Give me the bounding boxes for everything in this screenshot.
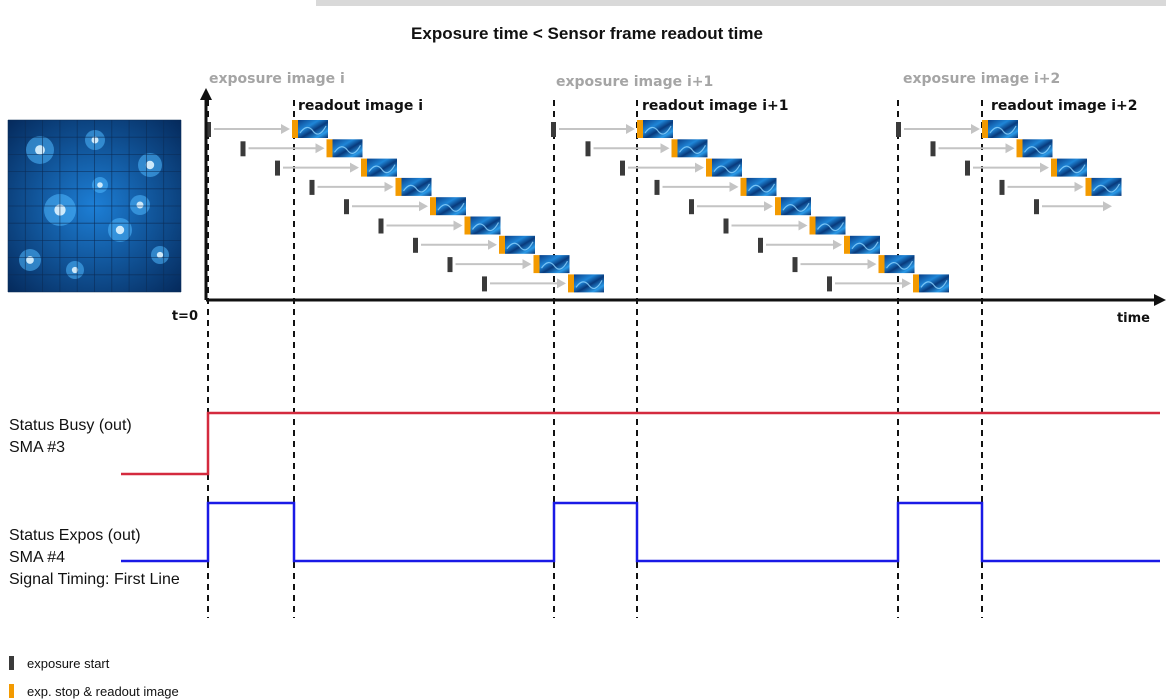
- readout-marker: [844, 235, 850, 254]
- exposure-label-1: exposure image i+1: [556, 74, 713, 90]
- expos-label-line-2: SMA #4: [9, 549, 65, 566]
- expos-signal-trace: [121, 501, 1160, 563]
- exposure-start-marker: [378, 218, 384, 234]
- top-bar: [316, 0, 1166, 6]
- legend-exposure-start-label: exposure start: [27, 656, 110, 671]
- busy-label-line-1: Status Busy (out): [9, 417, 132, 434]
- exposure-label-0: exposure image i: [209, 71, 345, 87]
- readout-marker: [913, 274, 919, 293]
- readout-marker: [395, 177, 402, 196]
- frame-labels: exposure image i readout image i exposure …: [209, 71, 1138, 114]
- exposure-start-marker: [240, 141, 246, 157]
- readout-marker: [775, 197, 781, 216]
- readout-marker: [533, 255, 540, 274]
- exposure-start-marker: [758, 237, 763, 253]
- readout-marker: [706, 158, 712, 177]
- exposure-start-marker: [1034, 199, 1039, 215]
- readout-marker: [637, 120, 643, 138]
- readout-label-0: readout image i: [298, 98, 423, 114]
- busy-signal-label: Status Busy (out) SMA #3: [9, 417, 132, 456]
- readout-marker: [1016, 139, 1023, 158]
- sensor-rows: [206, 120, 1122, 293]
- exposure-start-marker: [309, 179, 315, 195]
- legend-readout-swatch: [9, 684, 14, 698]
- sensor-image-icon: [7, 119, 182, 293]
- readout-marker: [430, 197, 436, 216]
- exposure-start-marker: [413, 237, 418, 253]
- expos-signal-label: Status Expos (out) SMA #4 Signal Timing:…: [9, 527, 180, 588]
- expos-label-line-1: Status Expos (out): [9, 527, 141, 544]
- time-axis: [200, 88, 1166, 306]
- exposure-start-marker: [482, 276, 487, 292]
- legend-exposure-start-swatch: [9, 656, 14, 670]
- time-label: time: [1117, 311, 1150, 326]
- legend: exposure start exp. stop & readout image: [9, 656, 179, 699]
- readout-marker: [740, 177, 747, 196]
- exposure-start-marker: [344, 199, 349, 215]
- readout-marker: [568, 274, 574, 293]
- exposure-start-marker: [792, 257, 798, 273]
- readout-marker: [1085, 177, 1092, 196]
- frame-rows-2: [896, 120, 1122, 215]
- readout-marker: [292, 120, 298, 138]
- exposure-start-marker: [206, 122, 211, 137]
- exposure-start-marker: [654, 179, 660, 195]
- readout-label-2: readout image i+2: [991, 98, 1138, 114]
- readout-marker: [878, 255, 885, 274]
- readout-marker: [982, 120, 988, 138]
- busy-signal-trace: [121, 411, 1160, 476]
- expos-label-line-3: Signal Timing: First Line: [9, 571, 180, 588]
- legend-readout-label: exp. stop & readout image: [27, 684, 179, 699]
- diagram-title: Exposure time < Sensor frame readout tim…: [411, 24, 763, 43]
- exposure-start-marker: [620, 160, 625, 176]
- exposure-start-marker: [689, 199, 694, 215]
- readout-marker: [671, 139, 678, 158]
- t0-label: t=0: [172, 309, 198, 324]
- exposure-label-2: exposure image i+2: [903, 71, 1060, 87]
- readout-marker: [809, 216, 816, 235]
- readout-marker: [1051, 158, 1057, 177]
- exposure-start-marker: [827, 276, 832, 292]
- busy-label-line-2: SMA #3: [9, 439, 65, 456]
- exposure-start-marker: [930, 141, 936, 157]
- readout-marker: [361, 158, 367, 177]
- exposure-start-marker: [447, 257, 453, 273]
- exposure-start-marker: [999, 179, 1005, 195]
- exposure-start-marker: [896, 122, 901, 137]
- exposure-start-marker: [965, 160, 970, 176]
- frame-rows-1: [551, 120, 949, 293]
- exposure-start-marker: [551, 122, 556, 137]
- exposure-start-marker: [585, 141, 591, 157]
- readout-marker: [326, 139, 333, 158]
- frame-rows-0: [206, 120, 604, 293]
- readout-marker: [464, 216, 471, 235]
- exposure-start-marker: [275, 160, 280, 176]
- readout-label-1: readout image i+1: [642, 98, 789, 114]
- frame-boundaries: [207, 100, 983, 618]
- exposure-start-marker: [723, 218, 729, 234]
- readout-marker: [499, 235, 505, 254]
